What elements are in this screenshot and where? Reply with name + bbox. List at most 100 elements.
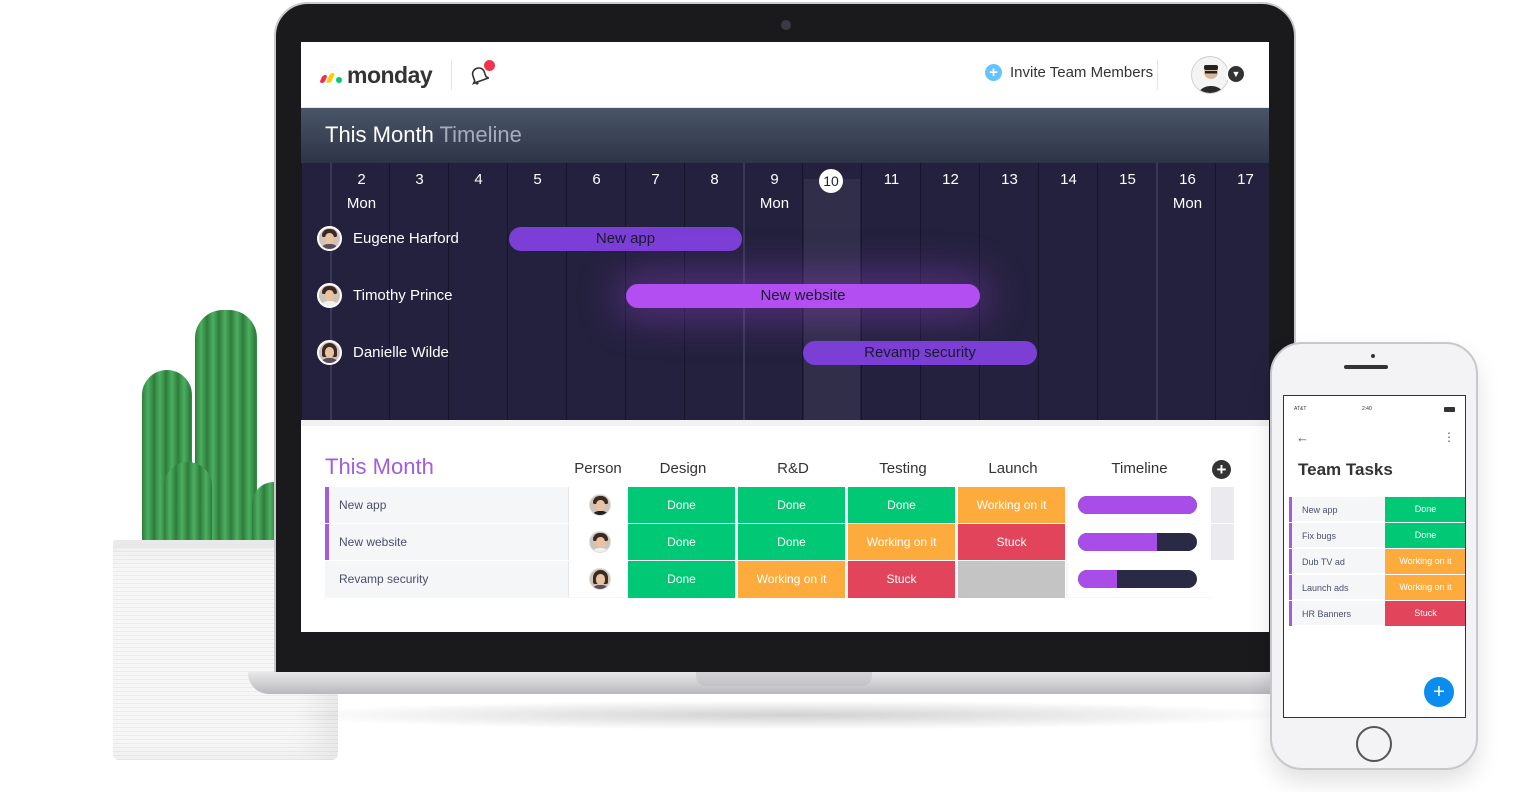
status-cell-testing[interactable]: Done	[848, 487, 956, 523]
timeline-bar-new-app[interactable]: New app	[509, 227, 742, 251]
phone-title: Team Tasks	[1298, 460, 1393, 479]
column-header-timeline[interactable]: Timeline	[1111, 460, 1168, 477]
add-column-icon[interactable]: +	[1212, 460, 1231, 479]
person-name: Timothy Prince	[353, 287, 453, 304]
timeline-bar-new-website[interactable]: New website	[626, 284, 980, 308]
row-color-bar	[1289, 497, 1292, 522]
person-cell[interactable]	[568, 561, 628, 597]
timeline-progress-fill	[1078, 533, 1157, 551]
status-cell-testing[interactable]: Working on it	[848, 524, 956, 560]
status-cell-launch[interactable]: Working on it	[958, 487, 1066, 523]
more-vertical-icon[interactable]: ⋮	[1443, 430, 1455, 444]
day-column: 17	[1215, 163, 1269, 420]
status-cell[interactable]: Working on it	[1385, 575, 1465, 600]
table-row[interactable]: New app Done Done Done Working on it	[325, 487, 1234, 523]
day-number: 12	[942, 171, 959, 188]
day-number: 8	[710, 171, 719, 188]
day-column: 6	[566, 163, 625, 420]
day-number: 7	[651, 171, 660, 188]
status-time: 2:40	[1362, 406, 1372, 412]
plus-circle-icon: +	[985, 64, 1002, 81]
home-button[interactable]	[1356, 726, 1392, 762]
status-cell-design[interactable]: Done	[628, 487, 736, 523]
person-cell[interactable]	[568, 487, 628, 523]
day-column: 13	[979, 163, 1038, 420]
timeline-cell[interactable]	[1068, 524, 1211, 560]
table-row[interactable]: Revamp security Done Working on it Stuck	[325, 561, 1234, 598]
status-cell-rd[interactable]: Working on it	[738, 561, 846, 598]
status-cell[interactable]: Done	[1385, 523, 1465, 548]
day-weekday: Mon	[346, 195, 377, 212]
timeline-person[interactable]: Danielle Wilde	[317, 340, 449, 365]
notification-dot	[484, 60, 495, 71]
bell-icon[interactable]	[469, 64, 489, 86]
list-item[interactable]: New app Done	[1289, 497, 1465, 522]
timeline-bar-revamp-security[interactable]: Revamp security	[803, 341, 1037, 365]
day-column: 7	[625, 163, 684, 420]
row-end-cell	[1211, 524, 1234, 560]
day-number: 4	[474, 171, 483, 188]
column-header-design[interactable]: Design	[659, 460, 707, 477]
day-number: 6	[592, 171, 601, 188]
status-cell[interactable]: Stuck	[1385, 601, 1465, 626]
timeline-cell[interactable]	[1068, 561, 1211, 597]
status-cell[interactable]: Working on it	[1385, 549, 1465, 574]
day-column: 15	[1097, 163, 1156, 420]
day-number: 17	[1237, 171, 1254, 188]
monday-logo-icon	[319, 69, 343, 83]
column-header-person[interactable]: Person	[574, 460, 622, 477]
list-item[interactable]: HR Banners Stuck	[1289, 601, 1465, 626]
row-name[interactable]: New app	[339, 498, 387, 512]
divider	[1157, 60, 1158, 90]
monday-logo[interactable]: monday	[319, 62, 433, 89]
avatar	[317, 226, 342, 251]
row-name[interactable]: New website	[339, 535, 408, 549]
timeline-progress-fill	[1078, 570, 1118, 588]
status-cell-design[interactable]: Done	[628, 524, 736, 560]
task-name: New app	[1302, 505, 1338, 515]
chevron-down-icon[interactable]: ▼	[1226, 64, 1246, 84]
column-header-testing[interactable]: Testing	[879, 460, 927, 477]
laptop-screen: monday + Invite Team Members ▼ This Mont…	[301, 42, 1269, 632]
logo-text: monday	[347, 62, 433, 88]
top-bar: monday + Invite Team Members ▼	[301, 42, 1269, 108]
board-title[interactable]: This Month	[325, 454, 434, 479]
status-cell[interactable]: Done	[1385, 497, 1465, 522]
task-name: Dub TV ad	[1302, 557, 1345, 567]
timeline-person[interactable]: Timothy Prince	[317, 283, 452, 308]
day-number: 5	[533, 171, 542, 188]
status-cell-launch[interactable]: Stuck	[958, 524, 1066, 560]
day-column: 4	[448, 163, 507, 420]
day-number: 3	[415, 171, 424, 188]
column-header-launch[interactable]: Launch	[988, 460, 1038, 477]
list-item[interactable]: Launch ads Working on it	[1289, 575, 1465, 600]
add-item-button[interactable]: +	[1424, 677, 1454, 707]
today-badge: 10	[819, 169, 843, 193]
carrier-label: AT&T	[1294, 406, 1307, 412]
person-cell[interactable]	[568, 524, 628, 560]
timeline-person[interactable]: Eugene Harford	[317, 226, 459, 251]
avatar	[317, 283, 342, 308]
user-avatar[interactable]	[1191, 56, 1229, 94]
day-number: 16	[1179, 171, 1196, 188]
phone-screen: AT&T 2:40 ← ⋮ Team Tasks New app Done Fi…	[1283, 395, 1466, 718]
row-name[interactable]: Revamp security	[339, 572, 429, 586]
list-item[interactable]: Dub TV ad Working on it	[1289, 549, 1465, 574]
invite-team-members-button[interactable]: + Invite Team Members	[985, 64, 1153, 81]
day-column: 3	[389, 163, 448, 420]
timeline-cell[interactable]	[1068, 487, 1211, 523]
avatar	[317, 340, 342, 365]
column-header-rd[interactable]: R&D	[777, 460, 809, 477]
status-cell-design[interactable]: Done	[628, 561, 736, 598]
table-row[interactable]: New website Done Done Working on it Stuc…	[325, 524, 1234, 560]
divider	[451, 60, 452, 90]
timeline-title: This Month Timeline	[325, 122, 522, 148]
status-cell-rd[interactable]: Done	[738, 487, 846, 523]
status-cell-testing[interactable]: Stuck	[848, 561, 956, 598]
status-cell-launch[interactable]	[958, 561, 1066, 598]
board-section: This Month Person Design R&D Testing Lau…	[301, 420, 1269, 632]
status-cell-rd[interactable]: Done	[738, 524, 846, 560]
timeline-title-main: This Month	[325, 122, 434, 147]
back-arrow-icon[interactable]: ←	[1296, 430, 1309, 445]
list-item[interactable]: Fix bugs Done	[1289, 523, 1465, 548]
